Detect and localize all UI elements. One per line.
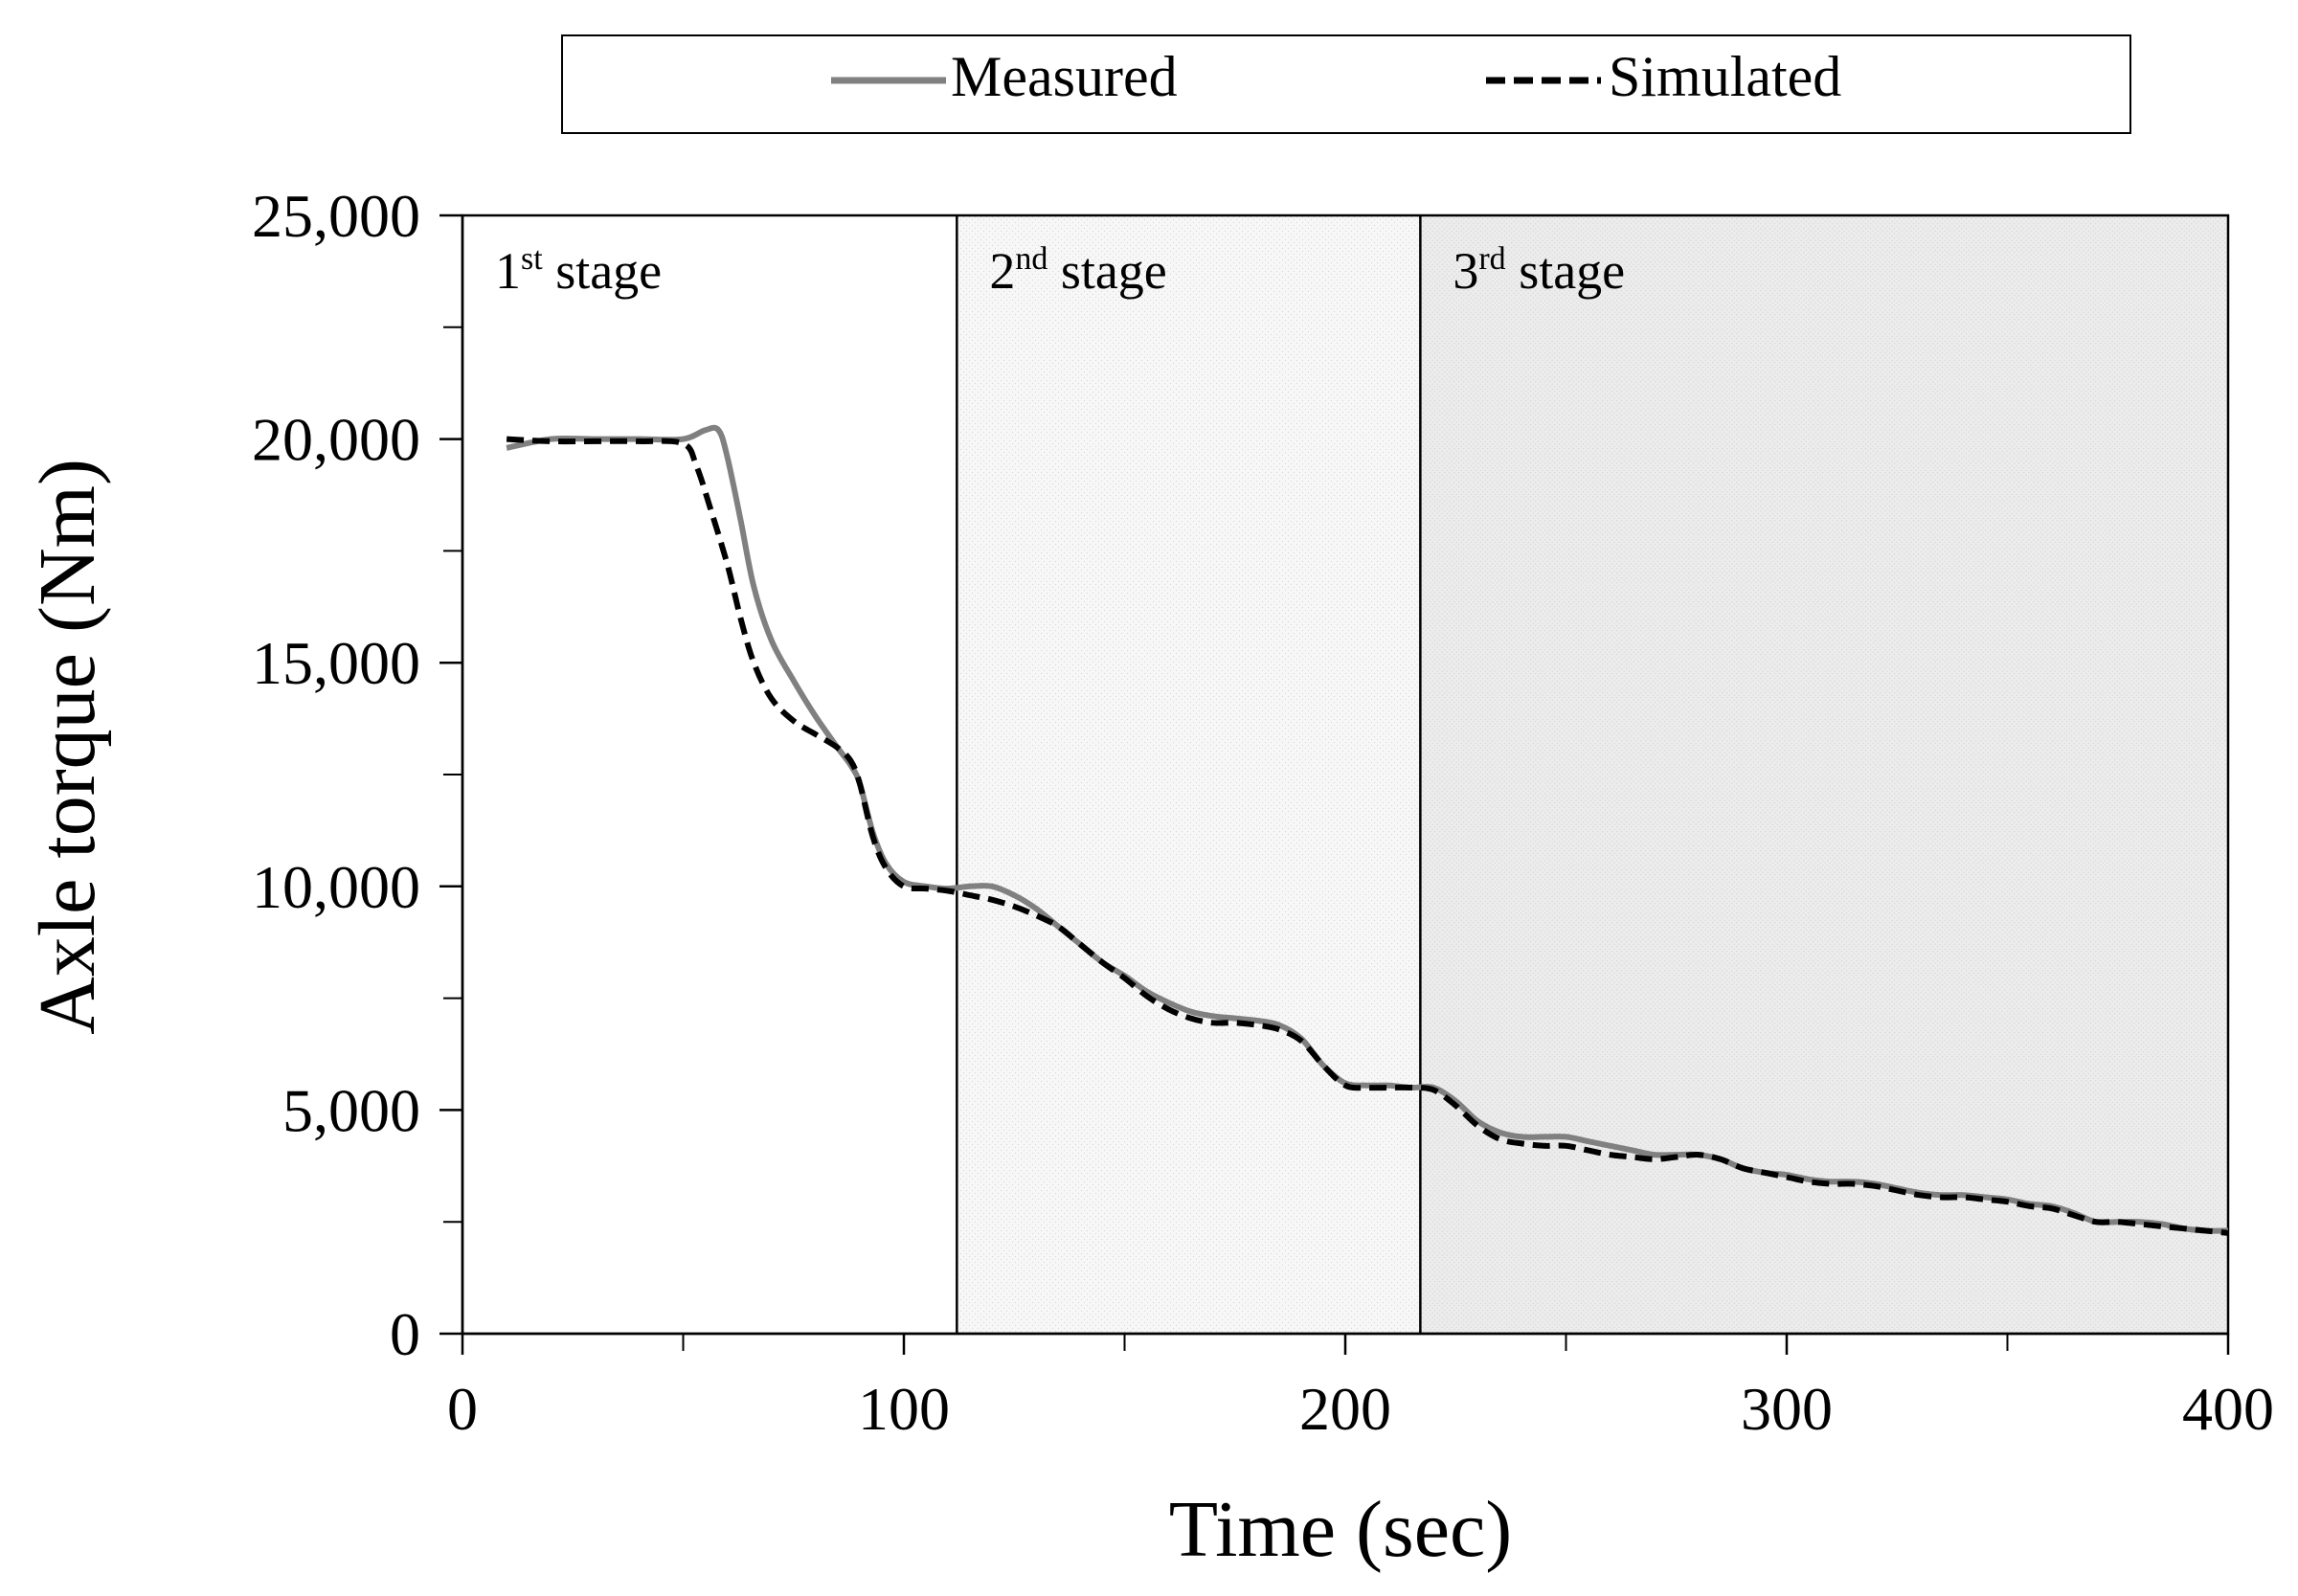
x-tick-label: 0 [447, 1375, 478, 1443]
y-tick-label: 0 [390, 1300, 420, 1368]
stage-2-background [957, 215, 1421, 1334]
stage-3-label-text: stage [1506, 242, 1625, 300]
y-tick-label: 15,000 [252, 629, 420, 697]
x-tick-label: 400 [2182, 1375, 2274, 1443]
legend-label-simulated: Simulated [1609, 45, 1841, 108]
x-tick-label: 200 [1299, 1375, 1391, 1443]
x-axis-ticks: 0 100 200 300 400 [447, 1334, 2274, 1443]
stage-2-label-text: stage [1048, 242, 1166, 300]
series-line-simulated [506, 436, 2229, 1236]
stage-1-background [462, 215, 958, 1334]
y-tick-label: 10,000 [252, 853, 420, 921]
stage-3-background [1420, 215, 2228, 1334]
stage-2-label-suffix: nd [1015, 241, 1048, 277]
legend-box [561, 34, 2131, 134]
stage-boundary-lines [956, 215, 1422, 1334]
stage-3-label: 3rd stage [1453, 241, 1625, 300]
series-group [506, 424, 2229, 1236]
stage-labels: 1st stage 2nd stage 3rd stage [495, 241, 1625, 300]
legend-label-measured: Measured [951, 45, 1178, 108]
stage-1-label-text: stage [543, 242, 662, 300]
stage-1-label: 1st stage [495, 241, 662, 300]
y-tick-label: 25,000 [252, 182, 420, 250]
x-tick-label: 100 [858, 1375, 950, 1443]
y-axis-title: Axle torque (Nm) [23, 459, 112, 1035]
stage-2-label-number: 2 [989, 242, 1015, 300]
stage-1-label-suffix: st [521, 241, 543, 277]
x-tick-label: 300 [1741, 1375, 1833, 1443]
y-tick-label: 5,000 [282, 1076, 420, 1144]
x-axis-title: Time (sec) [1169, 1485, 1513, 1574]
legend: Measured Simulated [561, 34, 2131, 134]
stage-3-label-number: 3 [1453, 242, 1478, 300]
stage-3-label-suffix: rd [1478, 241, 1505, 277]
stage-backgrounds [462, 215, 2228, 1334]
y-axis-ticks: 0 5,000 10,000 15,000 20,000 25,000 [252, 182, 462, 1368]
stage-2-label: 2nd stage [989, 241, 1166, 300]
stage-1-label-number: 1 [495, 242, 521, 300]
y-tick-label: 20,000 [252, 406, 420, 474]
